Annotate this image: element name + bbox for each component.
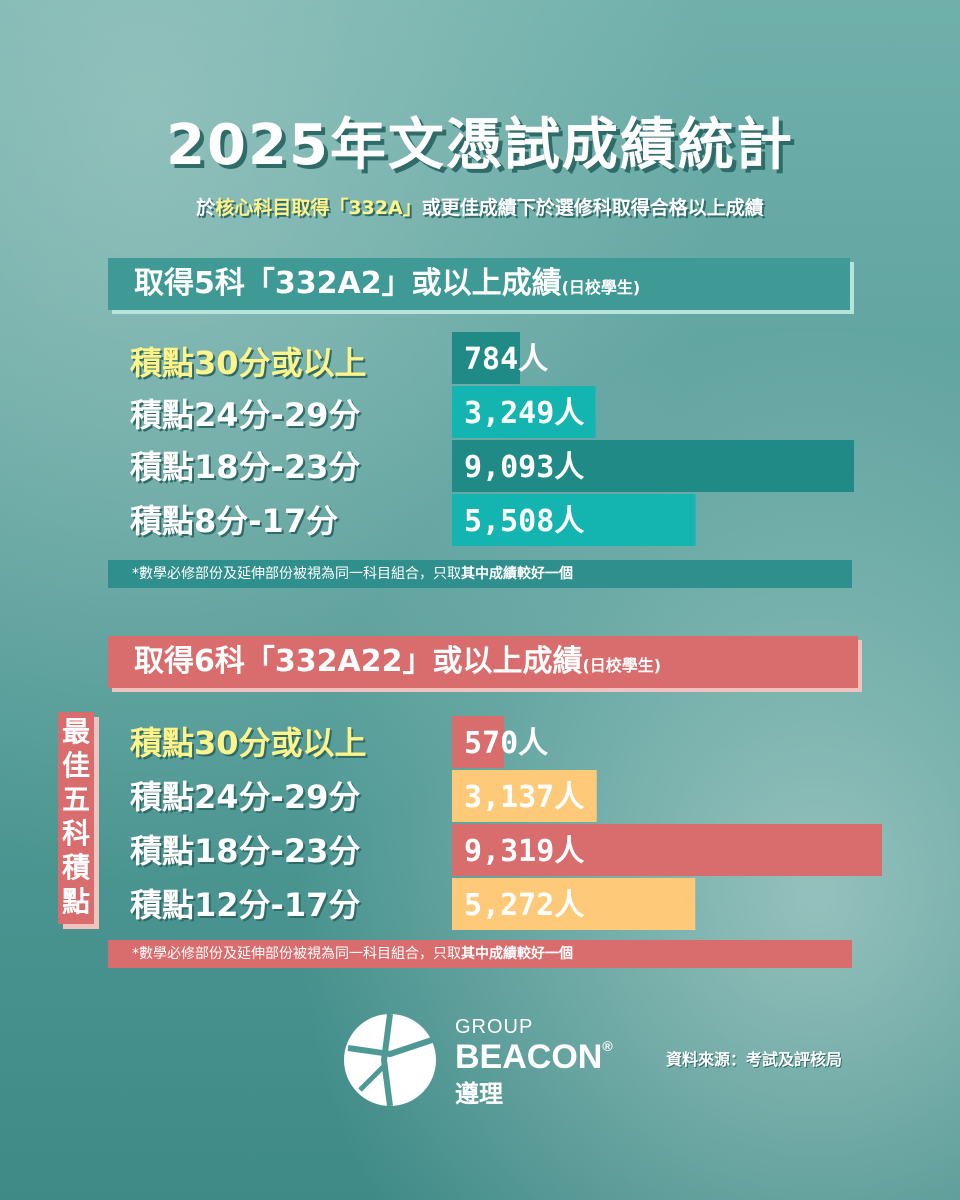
chart-1-value-label: 5,508人 xyxy=(464,504,584,539)
side-tag-char: 科 xyxy=(61,817,90,850)
logo-chinese-name: 遵理 xyxy=(455,1080,503,1108)
side-tag-char: 佳 xyxy=(61,749,90,782)
chart-1-footnote-text: *數學必修部份及延伸部份被視為同一科目組合，只取 xyxy=(132,566,461,582)
chart-2-bar xyxy=(452,824,882,876)
side-tag-char: 五 xyxy=(61,783,90,816)
chart-1-category-label: 積點30分或以上 xyxy=(130,344,367,382)
chart-2-value-label: 570人 xyxy=(464,726,548,761)
chart-1-category-label: 積點24分-29分 xyxy=(130,396,361,434)
subtitle-part-1: 於 xyxy=(196,197,216,219)
chart-1-footnote-bold: 其中成績較好一個 xyxy=(461,566,573,582)
chart-1-bar xyxy=(452,494,696,546)
side-tag-char: 最 xyxy=(61,715,90,748)
chart-1-title-banner: 取得5科「332A2」或以上成績(日校學生) xyxy=(108,258,850,310)
logo-name: BEACON® xyxy=(455,1038,613,1077)
logo-registered-mark: ® xyxy=(602,1038,613,1054)
chart-2-category-label: 積點24分-29分 xyxy=(130,778,361,816)
side-tag-char: 點 xyxy=(61,885,90,918)
chart-2-footnote: *數學必修部份及延伸部份被視為同一科目組合，只取其中成績較好一個 xyxy=(108,940,852,968)
page-subtitle: 於核心科目取得「332A」或更佳成績下於選修科取得合格以上成績 xyxy=(0,193,960,220)
data-source: 資料來源：考試及評核局 xyxy=(666,1050,843,1069)
chart-2-category-label: 積點18分-23分 xyxy=(130,832,361,870)
beacon-logo-icon xyxy=(344,1013,436,1107)
chart-2-value-label: 3,137人 xyxy=(464,780,584,815)
chart-2-bar xyxy=(452,716,504,768)
chart-1-footnote: *數學必修部份及延伸部份被視為同一科目組合，只取其中成績較好一個 xyxy=(108,560,852,588)
chart-1-bar xyxy=(452,440,854,492)
chart-2-bar xyxy=(452,878,696,930)
chart-1-category-label: 積點8分-17分 xyxy=(130,502,339,540)
chart-2-value-label: 5,272人 xyxy=(464,888,584,923)
chart-2-title-suffix: (日校學生) xyxy=(582,656,662,675)
chart-2-footnote-text: *數學必修部份及延伸部份被視為同一科目組合，只取 xyxy=(132,946,461,962)
chart-1-category-label: 積點18分-23分 xyxy=(130,448,361,486)
chart-1-value-label: 3,249人 xyxy=(464,396,584,431)
best-five-subjects-tag: 最 佳 五 科 積 點 xyxy=(58,712,94,924)
logo-name-text: BEACON xyxy=(455,1038,603,1076)
chart-1-title: 取得5科「332A2」或以上成績 xyxy=(134,266,562,301)
chart-2-category-label: 積點30分或以上 xyxy=(130,724,367,762)
chart-2-title-banner: 取得6科「332A22」或以上成績(日校學生) xyxy=(108,636,858,688)
chart-1-title-suffix: (日校學生) xyxy=(561,278,641,297)
chart-1-bar xyxy=(452,386,596,438)
page-title: 2025年文憑試成績統計 xyxy=(166,113,794,178)
chart-2-category-label: 積點12分-17分 xyxy=(130,886,361,924)
chart-2-title: 取得6科「332A22」或以上成績 xyxy=(134,644,583,679)
chart-1-value-label: 9,093人 xyxy=(464,450,584,485)
subtitle-part-3: 或更佳成績下於選修科取得合格以上成績 xyxy=(421,197,764,219)
chart-2-footnote-bold: 其中成績較好一個 xyxy=(461,946,573,962)
subtitle-highlight: 核心科目取得「332A」 xyxy=(215,197,422,219)
chart-2-value-label: 9,319人 xyxy=(464,834,584,869)
chart-1-bar xyxy=(452,332,520,384)
logo-group-text: GROUP xyxy=(455,1016,534,1038)
chart-1-value-label: 784人 xyxy=(464,342,548,377)
chart-2-bar xyxy=(452,770,597,822)
side-tag-char: 積 xyxy=(61,851,90,884)
